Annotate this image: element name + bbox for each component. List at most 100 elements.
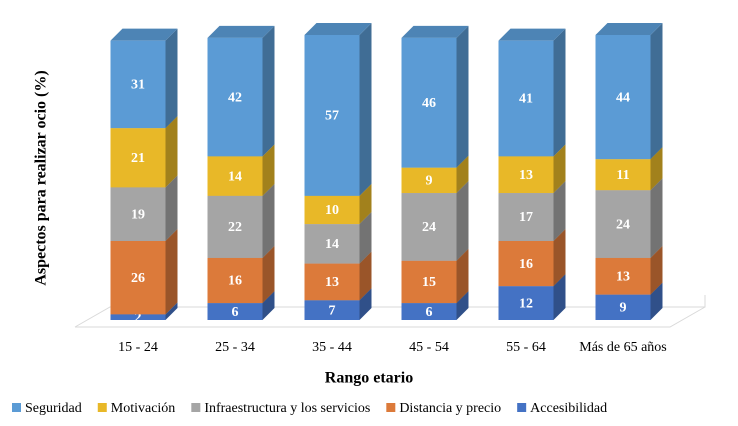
data-label: 24	[422, 220, 436, 235]
bar-side	[262, 25, 275, 157]
bar-top	[207, 25, 275, 38]
bar-side	[650, 282, 663, 320]
bar-side	[359, 251, 372, 301]
data-label: 42	[228, 90, 242, 105]
bar	[401, 37, 457, 168]
bar-side	[165, 175, 178, 241]
data-label: 6	[426, 305, 433, 320]
bar-side	[165, 116, 178, 188]
bar-side	[456, 291, 469, 320]
data-label: 9	[426, 174, 433, 189]
bar-side	[165, 28, 178, 129]
bar	[401, 303, 457, 320]
data-label: 15	[422, 275, 436, 290]
bar-side	[359, 183, 372, 225]
data-label: 19	[131, 207, 145, 222]
legend-marker	[517, 403, 527, 412]
data-label: 21	[131, 151, 145, 166]
bar-side	[165, 302, 178, 320]
bar-side	[456, 248, 469, 304]
data-label: 9	[620, 301, 627, 316]
x-axis-title: Rango etario	[325, 370, 413, 387]
bar-side	[165, 228, 178, 315]
bar	[595, 159, 651, 191]
bar-top	[304, 23, 372, 35]
bar-side	[359, 288, 372, 320]
legend-marker	[12, 403, 21, 412]
data-label: 26	[131, 271, 145, 286]
bar	[498, 286, 554, 320]
data-label: 44	[616, 90, 630, 105]
bar-side	[553, 274, 566, 320]
bar-top	[595, 23, 663, 35]
bar	[207, 37, 263, 157]
x-tick-label: Más de 65 años	[579, 340, 667, 355]
bar-side	[359, 23, 372, 196]
y-axis-title: Aspectos para realizar ocio (%)	[33, 70, 50, 285]
bar-top	[401, 25, 469, 38]
legend-label: Infraestructura y los servicios	[204, 401, 370, 416]
bar	[110, 128, 166, 188]
bar	[401, 193, 457, 261]
data-label: 24	[616, 217, 630, 232]
legend-marker	[386, 403, 396, 412]
bar	[595, 190, 651, 258]
bar	[595, 294, 651, 320]
data-label: 57	[325, 109, 339, 124]
bar	[304, 35, 360, 196]
bar	[498, 40, 554, 157]
bar-side	[553, 144, 566, 194]
bar-side	[262, 245, 275, 304]
bar-side	[262, 144, 275, 196]
data-label: 31	[131, 78, 145, 93]
bar	[207, 257, 263, 304]
bar-side	[262, 183, 275, 258]
data-label: 22	[228, 220, 242, 235]
bar	[498, 193, 554, 241]
x-tick-label: 25 - 34	[215, 340, 255, 355]
data-label: 16	[228, 274, 242, 289]
data-label: 10	[325, 203, 339, 218]
bar	[595, 35, 651, 160]
bar	[110, 240, 166, 315]
x-tick-label: 55 - 64	[506, 340, 546, 355]
bar	[110, 187, 166, 241]
bar-side	[650, 23, 663, 160]
data-label: 6	[232, 305, 239, 320]
x-tick-label: 45 - 54	[409, 340, 449, 355]
bar	[595, 257, 651, 295]
legend-label: Distancia y precio	[399, 401, 501, 416]
data-label: 13	[519, 168, 533, 183]
bar-side	[262, 291, 275, 320]
bar	[304, 300, 360, 320]
bar	[401, 167, 457, 194]
x-tick-label: 35 - 44	[312, 340, 352, 355]
bar-side	[359, 212, 372, 264]
bar	[207, 303, 263, 320]
bar-side	[650, 245, 663, 295]
data-label: 14	[228, 169, 242, 184]
data-label: 46	[422, 96, 436, 111]
bar	[110, 314, 166, 320]
bar	[207, 195, 263, 258]
bar-side	[553, 28, 566, 157]
bar	[304, 263, 360, 301]
bar-side	[456, 181, 469, 261]
bar-top	[110, 28, 178, 41]
bar	[207, 156, 263, 196]
data-label: 7	[329, 303, 336, 318]
x-tick-label: 15 - 24	[118, 340, 158, 355]
bar-top	[498, 28, 566, 41]
data-label: 11	[616, 168, 629, 183]
bar-side	[456, 155, 469, 194]
data-label: 41	[519, 92, 533, 107]
bar	[110, 40, 166, 129]
data-label: 16	[519, 257, 533, 272]
bar-side	[650, 147, 663, 191]
floor-front	[75, 306, 706, 328]
legend-marker	[191, 403, 201, 412]
data-label: 14	[325, 237, 339, 252]
data-label: 13	[325, 275, 339, 290]
data-label: 17	[519, 210, 533, 225]
